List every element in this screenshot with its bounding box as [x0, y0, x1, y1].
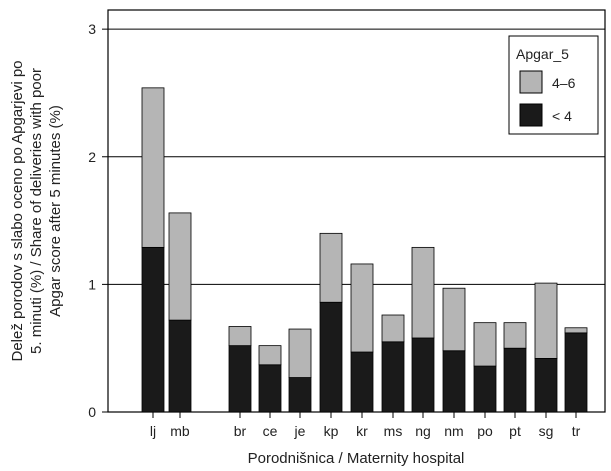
x-tick-label-pt: pt [509, 423, 521, 439]
bar-pt-lt4 [503, 347, 527, 413]
x-tick-label-sg: sg [539, 423, 554, 439]
legend-label-lt4: < 4 [552, 108, 572, 124]
bar-je-lt4 [288, 377, 312, 413]
bar-ms-4-6 [381, 314, 405, 343]
bar-ce-4-6 [258, 345, 282, 366]
y-tick-label: 0 [88, 404, 96, 420]
y-axis-label: Delež porodov s slabo oceno po Apgarjevi… [9, 60, 64, 361]
bar-kr-lt4 [350, 351, 374, 413]
bar-ng-4-6 [411, 246, 435, 339]
bar-kr-4-6 [350, 263, 374, 353]
x-tick-label-lj: lj [150, 423, 156, 439]
legend-title: Apgar_5 [516, 46, 569, 62]
bar-po-4-6 [473, 322, 497, 367]
bar-ms-lt4 [381, 341, 405, 413]
bars [141, 87, 588, 413]
x-tick-label-kp: kp [324, 423, 339, 439]
bar-sg-lt4 [534, 357, 558, 413]
x-tick-label-tr: tr [572, 423, 581, 439]
bar-nm-4-6 [442, 287, 466, 352]
x-tick-label-br: br [234, 423, 247, 439]
y-axis-label-line-2: 5. minuti (%) / Share of deliveries with… [28, 68, 45, 354]
y-tick-label: 2 [88, 149, 96, 165]
x-tick-label-ng: ng [415, 423, 431, 439]
x-tick-label-ce: ce [263, 423, 278, 439]
x-tick-label-po: po [477, 423, 493, 439]
bar-po-lt4 [473, 365, 497, 413]
legend-label-4-6: 4–6 [552, 75, 576, 91]
y-axis-label-line-3: Apgar score after 5 minutes (%) [47, 105, 64, 317]
x-tick-label-nm: nm [444, 423, 463, 439]
bar-mb-4-6 [168, 212, 192, 321]
bar-je-4-6 [288, 328, 312, 378]
bar-sg-4-6 [534, 282, 558, 359]
bar-pt-4-6 [503, 322, 527, 349]
bar-br-4-6 [228, 326, 252, 347]
bar-nm-lt4 [442, 350, 466, 413]
legend: Apgar_5 4–6 < 4 [508, 35, 599, 135]
bar-tr-lt4 [564, 332, 588, 413]
bar-ng-lt4 [411, 337, 435, 413]
y-tick-label: 3 [88, 21, 96, 37]
x-tick-label-mb: mb [170, 423, 190, 439]
legend-swatch-4-6 [519, 70, 543, 94]
y-ticks: 0 1 2 3 [88, 21, 108, 420]
bar-br-lt4 [228, 345, 252, 413]
bar-lj-4-6 [141, 87, 165, 248]
y-tick-label: 1 [88, 276, 96, 292]
bar-kp-4-6 [319, 232, 343, 303]
x-tick-label-kr: kr [356, 423, 368, 439]
bar-mb-lt4 [168, 319, 192, 413]
x-tick-label-ms: ms [384, 423, 403, 439]
bar-lj-lt4 [141, 246, 165, 413]
x-tick-label-je: je [294, 423, 306, 439]
bar-tr-4-6 [564, 327, 588, 334]
legend-swatch-lt4 [519, 103, 543, 127]
y-axis-label-line-1: Delež porodov s slabo oceno po Apgarjevi… [9, 60, 26, 361]
x-axis-label: Porodnišnica / Maternity hospital [248, 450, 465, 467]
x-ticks: lj mb br ce je kp kr ms ng nm po pt sg tr [150, 412, 581, 439]
bar-ce-lt4 [258, 364, 282, 413]
bar-kp-lt4 [319, 301, 343, 413]
